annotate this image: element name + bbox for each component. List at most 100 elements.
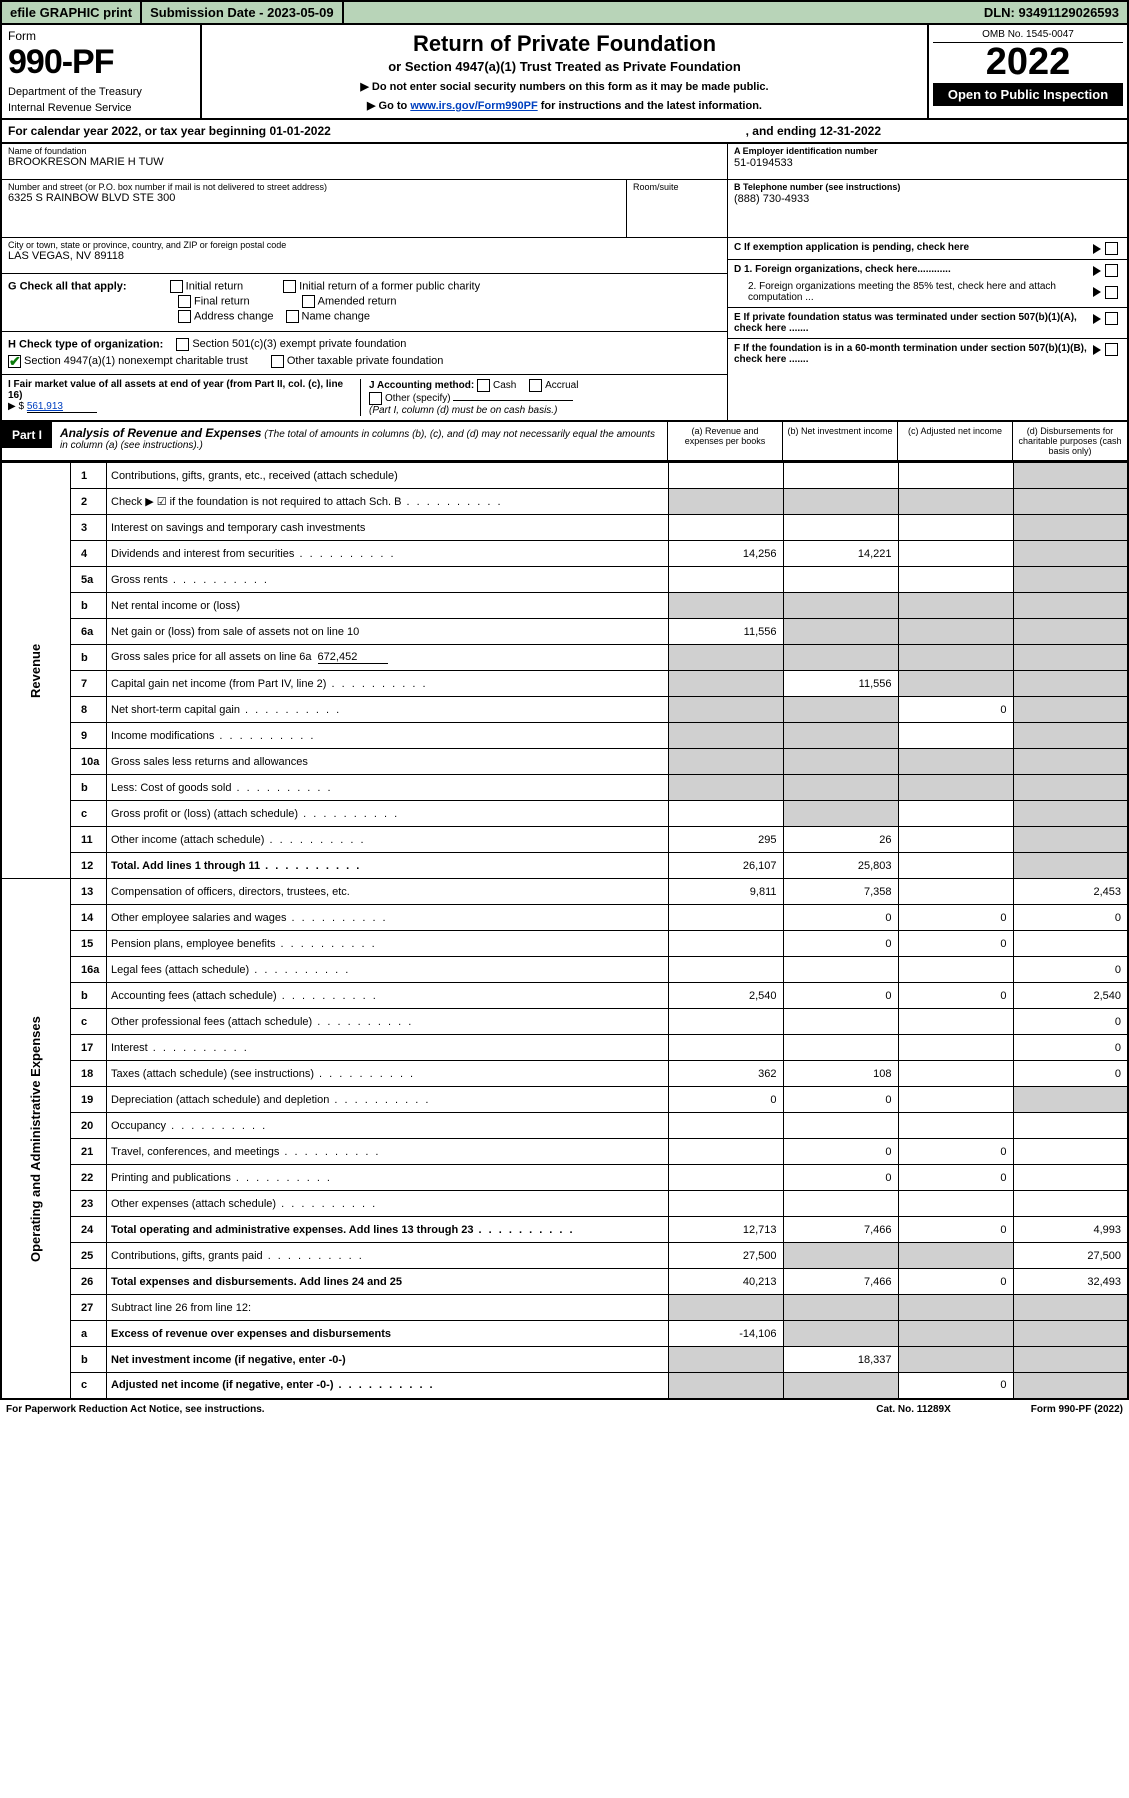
ck-exemption-pending[interactable]	[1105, 242, 1118, 255]
table-row: bLess: Cost of goods sold	[1, 775, 1128, 801]
arrow-icon	[1093, 287, 1101, 297]
cell-d	[1013, 619, 1128, 645]
tax-year: 2022	[933, 43, 1123, 81]
cell-c	[898, 541, 1013, 567]
identity-section: Name of foundation BROOKRESON MARIE H TU…	[0, 144, 1129, 422]
ck-initial-return[interactable]	[170, 280, 183, 293]
cell-d	[1013, 775, 1128, 801]
line-description: Total operating and administrative expen…	[107, 1217, 669, 1243]
ck-initial-former[interactable]	[283, 280, 296, 293]
cell-b	[783, 1191, 898, 1217]
cell-a: 295	[668, 827, 783, 853]
cell-c	[898, 1113, 1013, 1139]
cal-year-end: , and ending 12-31-2022	[746, 124, 881, 138]
cell-d: 0	[1013, 1035, 1128, 1061]
line-description: Adjusted net income (if negative, enter …	[107, 1373, 669, 1399]
revenue-side-label: Revenue	[1, 463, 71, 879]
cell-b	[783, 1321, 898, 1347]
cell-a: 26,107	[668, 853, 783, 879]
ck-accrual[interactable]	[529, 379, 542, 392]
cell-c	[898, 619, 1013, 645]
cell-b	[783, 957, 898, 983]
ck-address-change[interactable]	[178, 310, 191, 323]
cell-d	[1013, 827, 1128, 853]
ck-85pct-test[interactable]	[1105, 286, 1118, 299]
section-i-j: I Fair market value of all assets at end…	[2, 375, 727, 420]
cell-d	[1013, 567, 1128, 593]
line-number: 4	[71, 541, 107, 567]
table-row: 18Taxes (attach schedule) (see instructi…	[1, 1061, 1128, 1087]
cell-d	[1013, 853, 1128, 879]
cell-c	[898, 879, 1013, 905]
calendar-year-row: For calendar year 2022, or tax year begi…	[0, 120, 1129, 144]
cell-d	[1013, 489, 1128, 515]
foundation-address: 6325 S RAINBOW BLVD STE 300	[8, 192, 620, 204]
line-description: Subtract line 26 from line 12:	[107, 1295, 669, 1321]
table-row: 15Pension plans, employee benefits00	[1, 931, 1128, 957]
ck-amended-return[interactable]	[302, 295, 315, 308]
table-row: 4Dividends and interest from securities1…	[1, 541, 1128, 567]
ein-value: 51-0194533	[734, 157, 1121, 169]
ck-4947a1[interactable]	[8, 355, 21, 368]
header-right: OMB No. 1545-0047 2022 Open to Public In…	[927, 25, 1127, 118]
cell-a: -14,106	[668, 1321, 783, 1347]
cell-d	[1013, 1191, 1128, 1217]
cell-c	[898, 1035, 1013, 1061]
instructions-link[interactable]: www.irs.gov/Form990PF	[410, 100, 537, 112]
table-row: Operating and Administrative Expenses13C…	[1, 879, 1128, 905]
line-description: Compensation of officers, directors, tru…	[107, 879, 669, 905]
ck-foreign-org[interactable]	[1105, 264, 1118, 277]
cell-b	[783, 489, 898, 515]
paperwork-notice: For Paperwork Reduction Act Notice, see …	[6, 1404, 265, 1415]
cell-b: 0	[783, 1165, 898, 1191]
col-c-header: (c) Adjusted net income	[897, 422, 1012, 460]
cell-c	[898, 775, 1013, 801]
cell-b	[783, 775, 898, 801]
ck-name-change[interactable]	[286, 310, 299, 323]
ck-60month[interactable]	[1105, 343, 1118, 356]
table-row: 12Total. Add lines 1 through 1126,10725,…	[1, 853, 1128, 879]
ck-cash[interactable]	[477, 379, 490, 392]
cell-d	[1013, 593, 1128, 619]
section-g: G Check all that apply: Initial return I…	[2, 274, 727, 332]
cell-b: 0	[783, 1087, 898, 1113]
arrow-icon	[1093, 345, 1101, 355]
cell-a	[668, 463, 783, 489]
cell-c	[898, 957, 1013, 983]
line-number: 22	[71, 1165, 107, 1191]
efile-print-button[interactable]: efile GRAPHIC print	[2, 2, 142, 23]
cell-a	[668, 1165, 783, 1191]
arrow-icon	[1093, 314, 1101, 324]
fmv-value[interactable]: 561,913	[27, 401, 97, 413]
cell-d: 0	[1013, 1009, 1128, 1035]
dept-treasury: Department of the Treasury	[8, 86, 194, 98]
line-description: Gross sales less returns and allowances	[107, 749, 669, 775]
ck-status-terminated[interactable]	[1105, 312, 1118, 325]
cell-d	[1013, 1321, 1128, 1347]
cell-a: 0	[668, 1087, 783, 1113]
ck-other-taxable[interactable]	[271, 355, 284, 368]
form-number: 990-PF	[8, 43, 194, 82]
ck-501c3[interactable]	[176, 338, 189, 351]
cell-d	[1013, 1373, 1128, 1399]
line-number: c	[71, 1009, 107, 1035]
form-title: Return of Private Foundation	[208, 31, 921, 57]
cell-d	[1013, 1295, 1128, 1321]
foundation-name: BROOKRESON MARIE H TUW	[8, 156, 721, 168]
cell-c: 0	[898, 1217, 1013, 1243]
line-number: 24	[71, 1217, 107, 1243]
cell-b	[783, 1035, 898, 1061]
cell-a	[668, 697, 783, 723]
line-description: Other income (attach schedule)	[107, 827, 669, 853]
cell-c	[898, 567, 1013, 593]
table-row: 22Printing and publications00	[1, 1165, 1128, 1191]
line-description: Dividends and interest from securities	[107, 541, 669, 567]
line-description: Contributions, gifts, grants paid	[107, 1243, 669, 1269]
line-description: Other professional fees (attach schedule…	[107, 1009, 669, 1035]
ck-other-method[interactable]	[369, 392, 382, 405]
table-row: 19Depreciation (attach schedule) and dep…	[1, 1087, 1128, 1113]
cell-d	[1013, 463, 1128, 489]
table-row: aExcess of revenue over expenses and dis…	[1, 1321, 1128, 1347]
ck-final-return[interactable]	[178, 295, 191, 308]
cell-b: 7,466	[783, 1217, 898, 1243]
